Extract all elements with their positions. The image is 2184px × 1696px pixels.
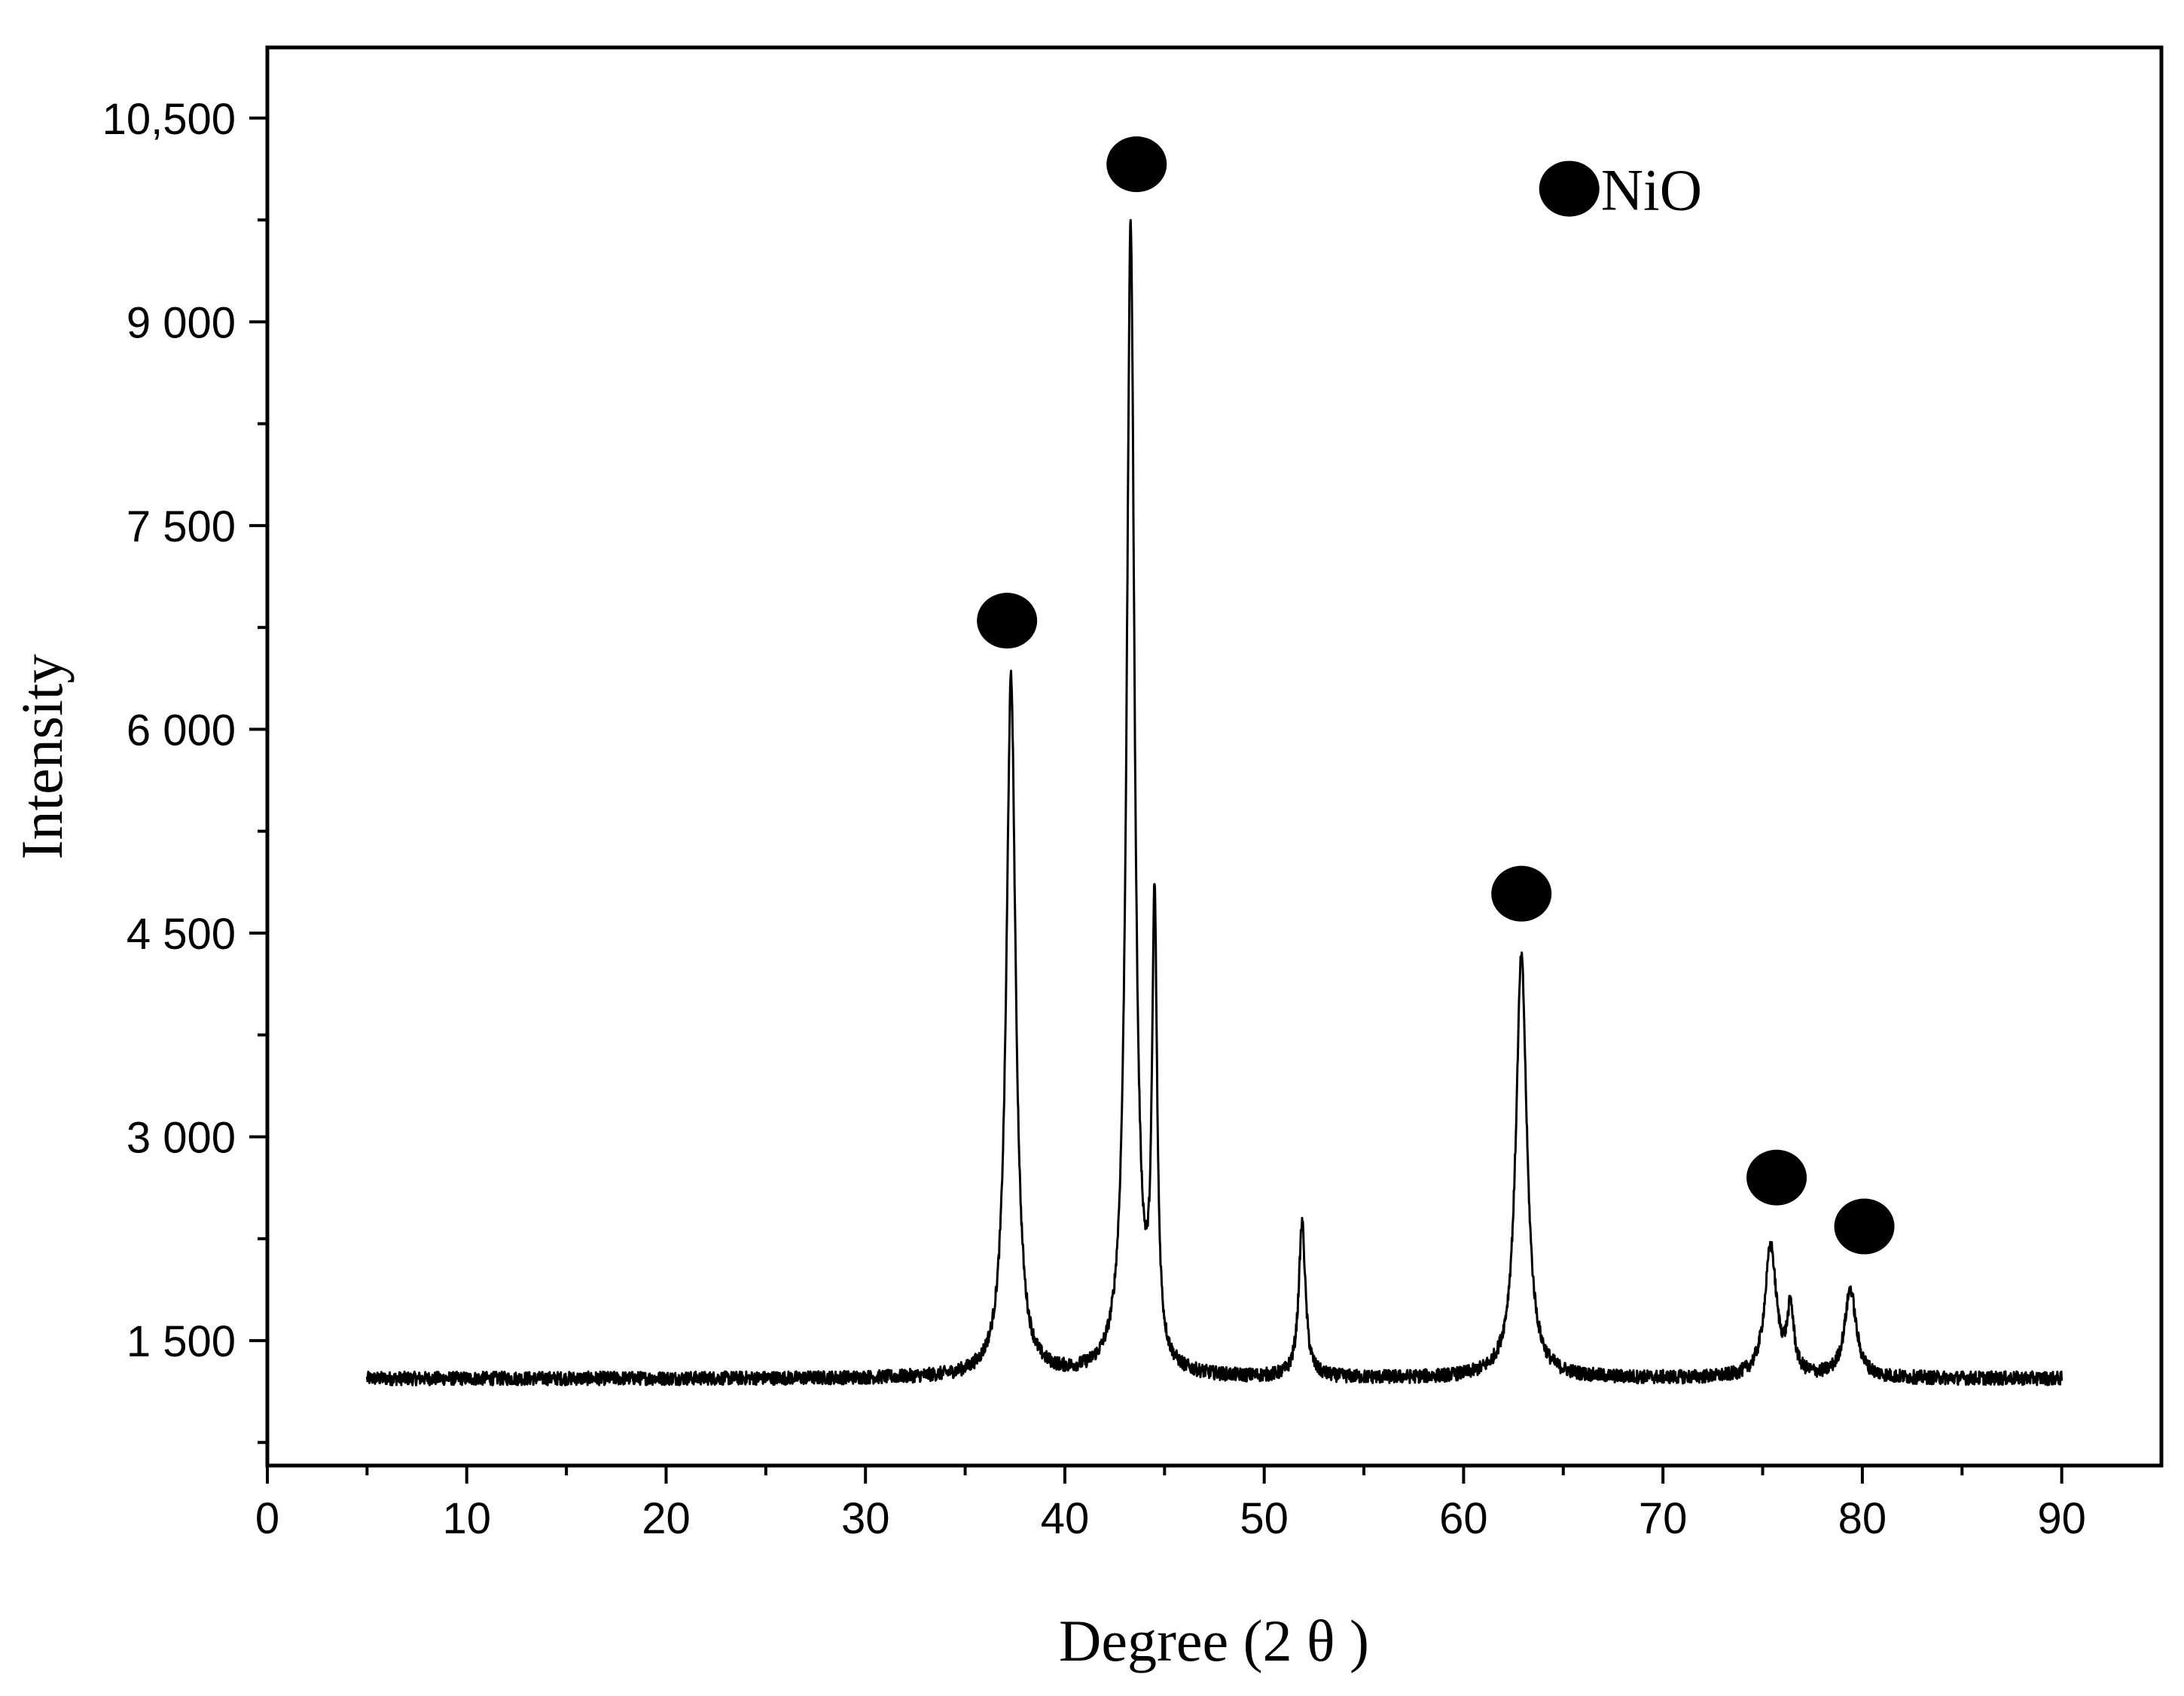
nio-peak-marker bbox=[1834, 1198, 1895, 1255]
x-tick-label: 80 bbox=[1838, 1494, 1887, 1543]
xrd-pattern-line bbox=[365, 218, 2064, 1386]
x-tick-label: 70 bbox=[1639, 1494, 1688, 1543]
y-tick-label: 6 000 bbox=[127, 706, 236, 755]
x-tick-label: 40 bbox=[1041, 1494, 1090, 1543]
plot-frame bbox=[265, 45, 2164, 1468]
y-tick-label: 3 000 bbox=[127, 1114, 236, 1163]
legend-label: NiO bbox=[1601, 157, 1702, 223]
x-tick-label: 20 bbox=[642, 1494, 691, 1543]
x-tick-label: 10 bbox=[442, 1494, 491, 1543]
nio-peak-marker bbox=[1106, 136, 1167, 193]
nio-peak-marker bbox=[1746, 1149, 1807, 1206]
y-axis-title: Intensity bbox=[9, 654, 75, 860]
y-tick-label: 10,500 bbox=[102, 95, 236, 144]
nio-peak-marker bbox=[977, 593, 1038, 649]
y-tick-label: 7 500 bbox=[127, 502, 236, 551]
y-tick-label: 4 500 bbox=[127, 910, 236, 959]
y-tick-label: 1 500 bbox=[127, 1317, 236, 1366]
x-tick-label: 90 bbox=[2037, 1494, 2086, 1543]
legend-marker bbox=[1539, 160, 1600, 217]
x-tick-label: 30 bbox=[841, 1494, 890, 1543]
y-tick-label: 9 000 bbox=[127, 298, 236, 347]
x-tick-label: 60 bbox=[1439, 1494, 1488, 1543]
x-tick-label: 50 bbox=[1240, 1494, 1289, 1543]
x-axis-title: Degree (2 θ ) bbox=[1059, 1608, 1369, 1673]
nio-peak-marker bbox=[1491, 865, 1552, 922]
x-tick-label: 0 bbox=[255, 1494, 279, 1543]
